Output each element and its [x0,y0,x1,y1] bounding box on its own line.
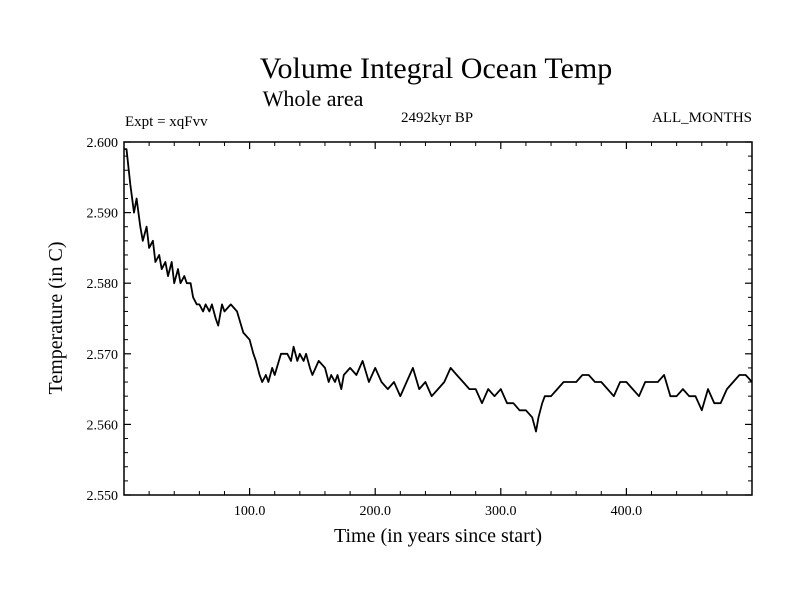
experiment-label: Expt = xqFvv [125,114,208,130]
y-tick-label: 2.600 [87,136,119,151]
x-tick-label: 300.0 [485,504,517,519]
y-axis-label: Temperature (in C) [45,242,67,395]
period-label: 2492kyr BP [401,110,473,126]
y-tick-label: 2.570 [87,348,119,363]
x-axis-label: Time (in years since start) [334,525,542,547]
y-tick-label: 2.590 [87,207,119,222]
y-tick-labels: 2.550 2.560 2.570 2.580 2.590 2.600 [87,136,119,504]
x-tick-label: 100.0 [234,504,266,519]
x-tick-labels: 100.0 200.0 300.0 400.0 [234,504,642,519]
x-tick-label: 200.0 [359,504,391,519]
plot-frame [123,141,753,496]
months-label: ALL_MONTHS [652,110,752,126]
y-tick-label: 2.580 [87,277,119,292]
y-tick-label: 2.560 [87,418,119,433]
x-ticks [148,142,728,495]
chart-title: Volume Integral Ocean Temp [260,52,613,85]
y-ticks [124,141,752,496]
series-line [124,148,753,433]
y-tick-label: 2.550 [87,489,119,504]
x-tick-label: 400.0 [611,504,643,519]
chart-subtitle: Whole area [263,86,364,111]
